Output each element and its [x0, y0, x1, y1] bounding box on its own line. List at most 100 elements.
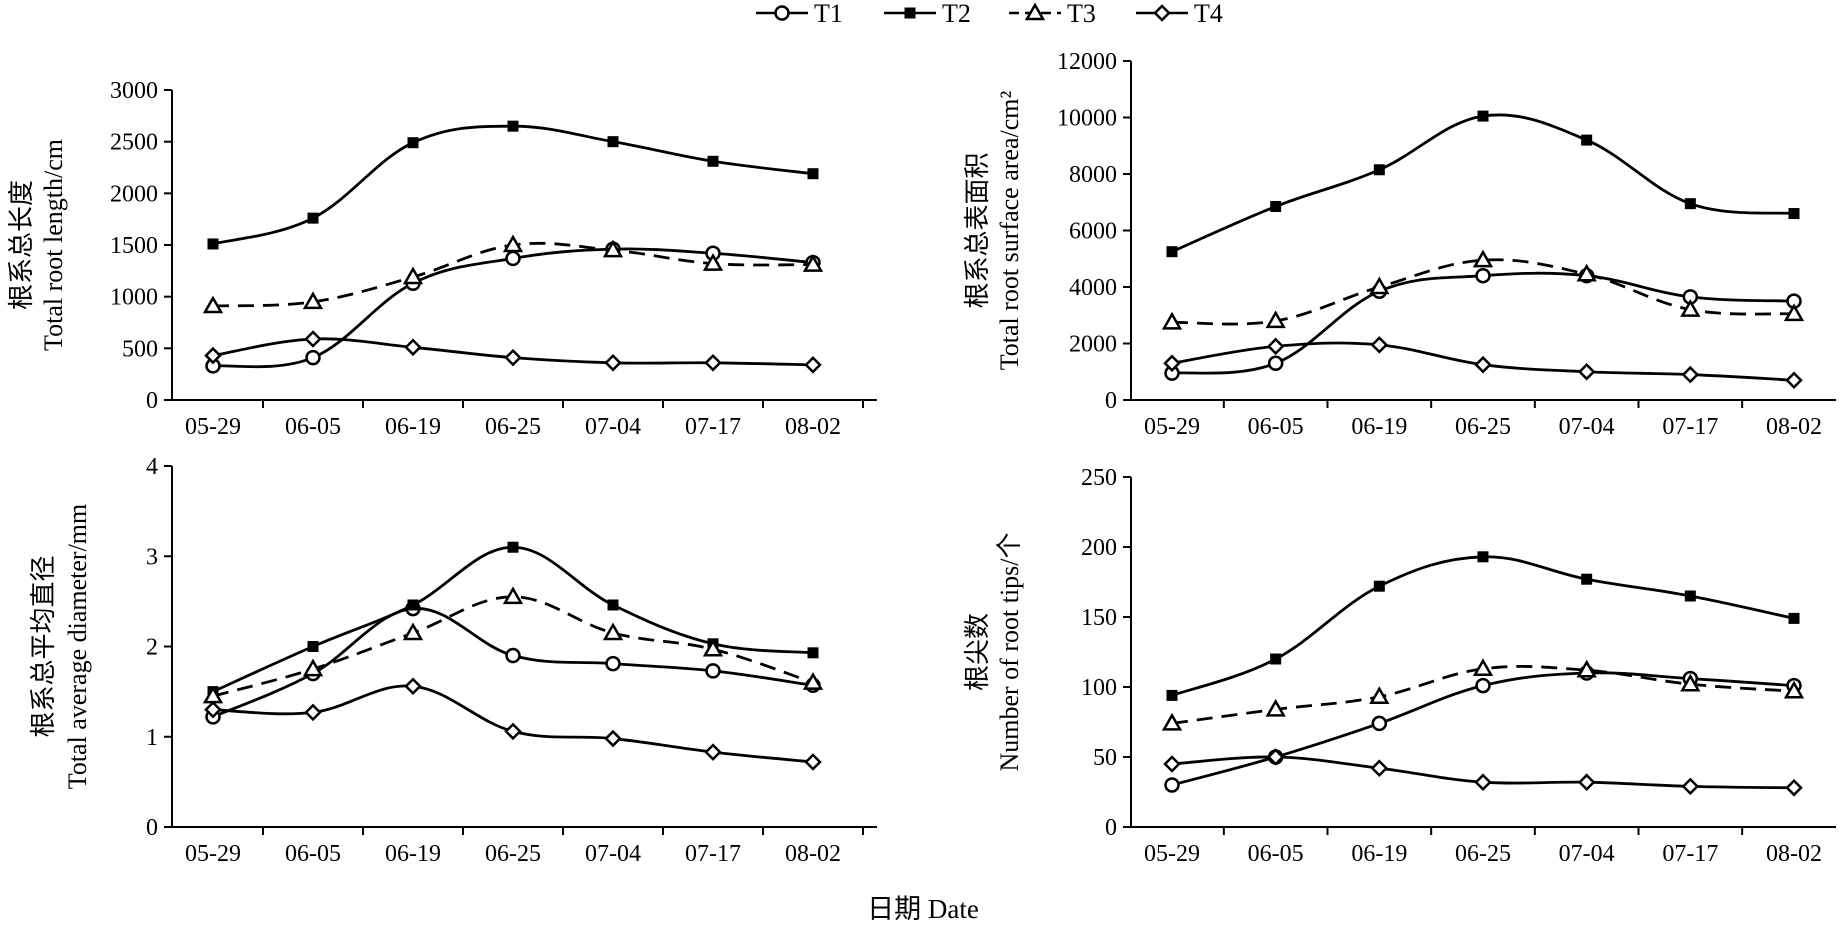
panel-top-right-x-tick-label: 05-29 [1144, 414, 1200, 440]
panel-top-left-point-t4-07-17 [704, 354, 722, 372]
panel-bottom-right-series-t3 [1161, 658, 1805, 731]
panel-bottom-right-y-tick-label: 200 [1081, 535, 1117, 561]
panel-top-left-point-t4-07-04 [604, 354, 622, 372]
panel-top-right-line-t2 [1171, 113, 1795, 253]
panel-top-left-point-t4-05-29 [204, 346, 222, 365]
panel-bottom-right-series-t2 [1166, 551, 1800, 701]
panel-bottom-left-point-t4-06-19 [404, 677, 422, 695]
panel-bottom-left-point-t3-08-02 [802, 672, 824, 690]
panel-top-right-y-tick-label: 10000 [1057, 106, 1117, 132]
panel-bottom-right-y-tick-label: 150 [1081, 605, 1117, 631]
panel-top-left-y-tick-label: 1500 [110, 233, 158, 259]
panel-bottom-right-x-tick-label: 07-04 [1559, 841, 1615, 867]
panel-top-left-y-tick-label: 0 [146, 388, 158, 414]
panel-bottom-right-point-t4-07-17 [1681, 777, 1700, 796]
panel-bottom-left-point-t4-06-25 [504, 722, 522, 741]
panel-bottom-left-y-label-cn: 根系总平均直径 [29, 555, 58, 737]
panel-bottom-right-point-t4-06-05 [1266, 748, 1285, 766]
panel-top-right-x-tick-label: 06-19 [1351, 414, 1407, 440]
panel-top-left-x-tick-label: 06-05 [285, 414, 341, 440]
panel-top-right-x-tick-label: 07-17 [1662, 414, 1718, 440]
panel-bottom-right-x-tick-label: 07-17 [1662, 841, 1718, 867]
panel-top-right-x-tick-label: 08-02 [1766, 414, 1822, 440]
panel-bottom-left-x-tick-label: 08-02 [785, 841, 841, 867]
panel-top-left-x-tick-label: 07-04 [585, 414, 641, 440]
panel-bottom-left-y-tick-label: 0 [146, 815, 158, 841]
legend-item-t3: T3 [1009, 0, 1096, 28]
panel-bottom-left-x-tick-label: 06-05 [285, 841, 341, 867]
panel-bottom-right-x-tick-label: 06-25 [1455, 841, 1511, 867]
panel-top-right-point-t4-06-25 [1474, 355, 1492, 374]
panel-top-right-point-t2-06-19 [1373, 164, 1385, 176]
panel-top-left-x-tick-label: 07-17 [685, 414, 741, 440]
legend-item-t1: T1 [756, 0, 843, 28]
panel-bottom-left-point-t4-08-02 [804, 753, 822, 771]
panel-bottom-right-x-tick-label: 05-29 [1144, 841, 1200, 867]
panel-top-right-x-tick-label: 06-25 [1455, 414, 1511, 440]
panel-bottom-right-point-t2-07-17 [1684, 590, 1696, 602]
legend-marker-t2 [904, 7, 916, 19]
panel-bottom-right-point-t1-06-19 [1371, 715, 1388, 732]
panel-bottom-left-point-t4-05-29 [204, 700, 222, 719]
panel-bottom-left-line-t2 [212, 545, 814, 693]
panel-top-left-point-t3-07-04 [602, 239, 624, 258]
panel-bottom-left-point-t2-06-05 [307, 641, 319, 652]
panel-top-right-point-t2-08-02 [1788, 208, 1800, 220]
panel-top-right-point-t4-07-17 [1681, 365, 1700, 384]
panel-top-right-point-t2-06-25 [1477, 110, 1489, 122]
panel-top-left-point-t4-06-19 [404, 338, 422, 357]
panel-bottom-left-x-tick-label: 07-04 [585, 841, 641, 867]
panel-bottom-right-point-t4-05-29 [1163, 755, 1181, 773]
panel-bottom-right-y-label-cn: 根尖数 [963, 613, 992, 691]
panel-bottom-right-point-t2-08-02 [1788, 612, 1800, 624]
panel-top-left-series-t3 [202, 234, 824, 314]
panel-top-left-x-tick-label: 06-19 [385, 414, 441, 440]
panel-top-right-x-tick-label: 07-04 [1559, 414, 1615, 440]
panel-top-left-point-t1-06-25 [505, 250, 521, 267]
panel-top-right-point-t1-06-05 [1267, 355, 1284, 372]
panel-top-left-point-t2-06-05 [307, 212, 319, 224]
panel-bottom-right-point-t2-07-04 [1581, 573, 1593, 585]
panel-bottom-right-point-t2-06-19 [1373, 580, 1385, 592]
panel-top-left-point-t2-06-25 [507, 120, 519, 132]
panel-bottom-left-x-tick-label: 05-29 [185, 841, 241, 867]
panel-top-right-y-tick-label: 6000 [1069, 219, 1117, 245]
panel-bottom-right-y-label-en: Number of root tips/个 [995, 532, 1024, 771]
panel-top-left-y-tick-label: 500 [122, 336, 158, 362]
panel-bottom-left-point-t3-06-25 [502, 586, 524, 605]
panel-top-left-point-t2-08-02 [807, 168, 819, 180]
panel-top-left-point-t2-05-29 [207, 238, 219, 250]
panel-top-right-y-tick-label: 0 [1105, 388, 1117, 414]
panel-top-right: 0 2000 4000 6000 8000 10000 12000 05-29 06-05 06-… [963, 49, 1836, 440]
panel-top-left-point-t2-06-19 [407, 137, 419, 149]
panel-bottom-right-point-t3-05-29 [1161, 712, 1183, 731]
panel-bottom-right-point-t4-06-25 [1474, 773, 1492, 791]
panel-bottom-right-point-t2-05-29 [1166, 689, 1178, 701]
panel-bottom-left: 0 1 2 3 4 05-29 06-05 06-19 06-25 07-04 07-17 08-02… [29, 454, 877, 867]
panel-top-right-y-label-cn: 根系总表面积 [963, 152, 992, 308]
panel-top-left-y-label-en: Total root length/cm [39, 139, 68, 351]
panel-top-left-y-tick-label: 2500 [110, 130, 158, 156]
panel-top-right-y-tick-label: 8000 [1069, 162, 1117, 188]
panel-bottom-left-y-tick-label: 1 [146, 725, 158, 751]
panel-bottom-right-x-tick-label: 06-05 [1248, 841, 1304, 867]
panel-bottom-left-point-t3-06-05 [302, 658, 324, 677]
panel-top-left-point-t2-07-17 [707, 155, 719, 167]
panel-bottom-left-point-t2-06-19 [407, 599, 419, 611]
panel-bottom-right-point-t4-07-04 [1577, 773, 1596, 791]
panel-top-right-series-t4 [1163, 336, 1803, 389]
panel-bottom-left-series-t1 [205, 600, 821, 725]
panel-top-right-point-t3-06-19 [1369, 276, 1390, 295]
legend: T1 T2 T3 T4 [756, 0, 1223, 28]
panel-top-right-y-label-en: Total root surface area/cm² [995, 91, 1024, 371]
panel-top-right-y-tick-label: 12000 [1057, 49, 1117, 75]
panel-top-right-point-t4-06-05 [1266, 337, 1285, 356]
panel-bottom-left-y-label-en: Total average diameter/mm [63, 504, 92, 790]
panel-top-left-point-t3-06-19 [402, 266, 424, 285]
legend-item-t4: T4 [1136, 0, 1223, 28]
panel-top-left-point-t1-06-05 [305, 349, 321, 366]
panel-top-right-point-t2-07-04 [1581, 134, 1593, 146]
panel-bottom-left-point-t3-07-04 [602, 622, 624, 641]
panel-top-right-point-t1-06-25 [1475, 267, 1491, 284]
